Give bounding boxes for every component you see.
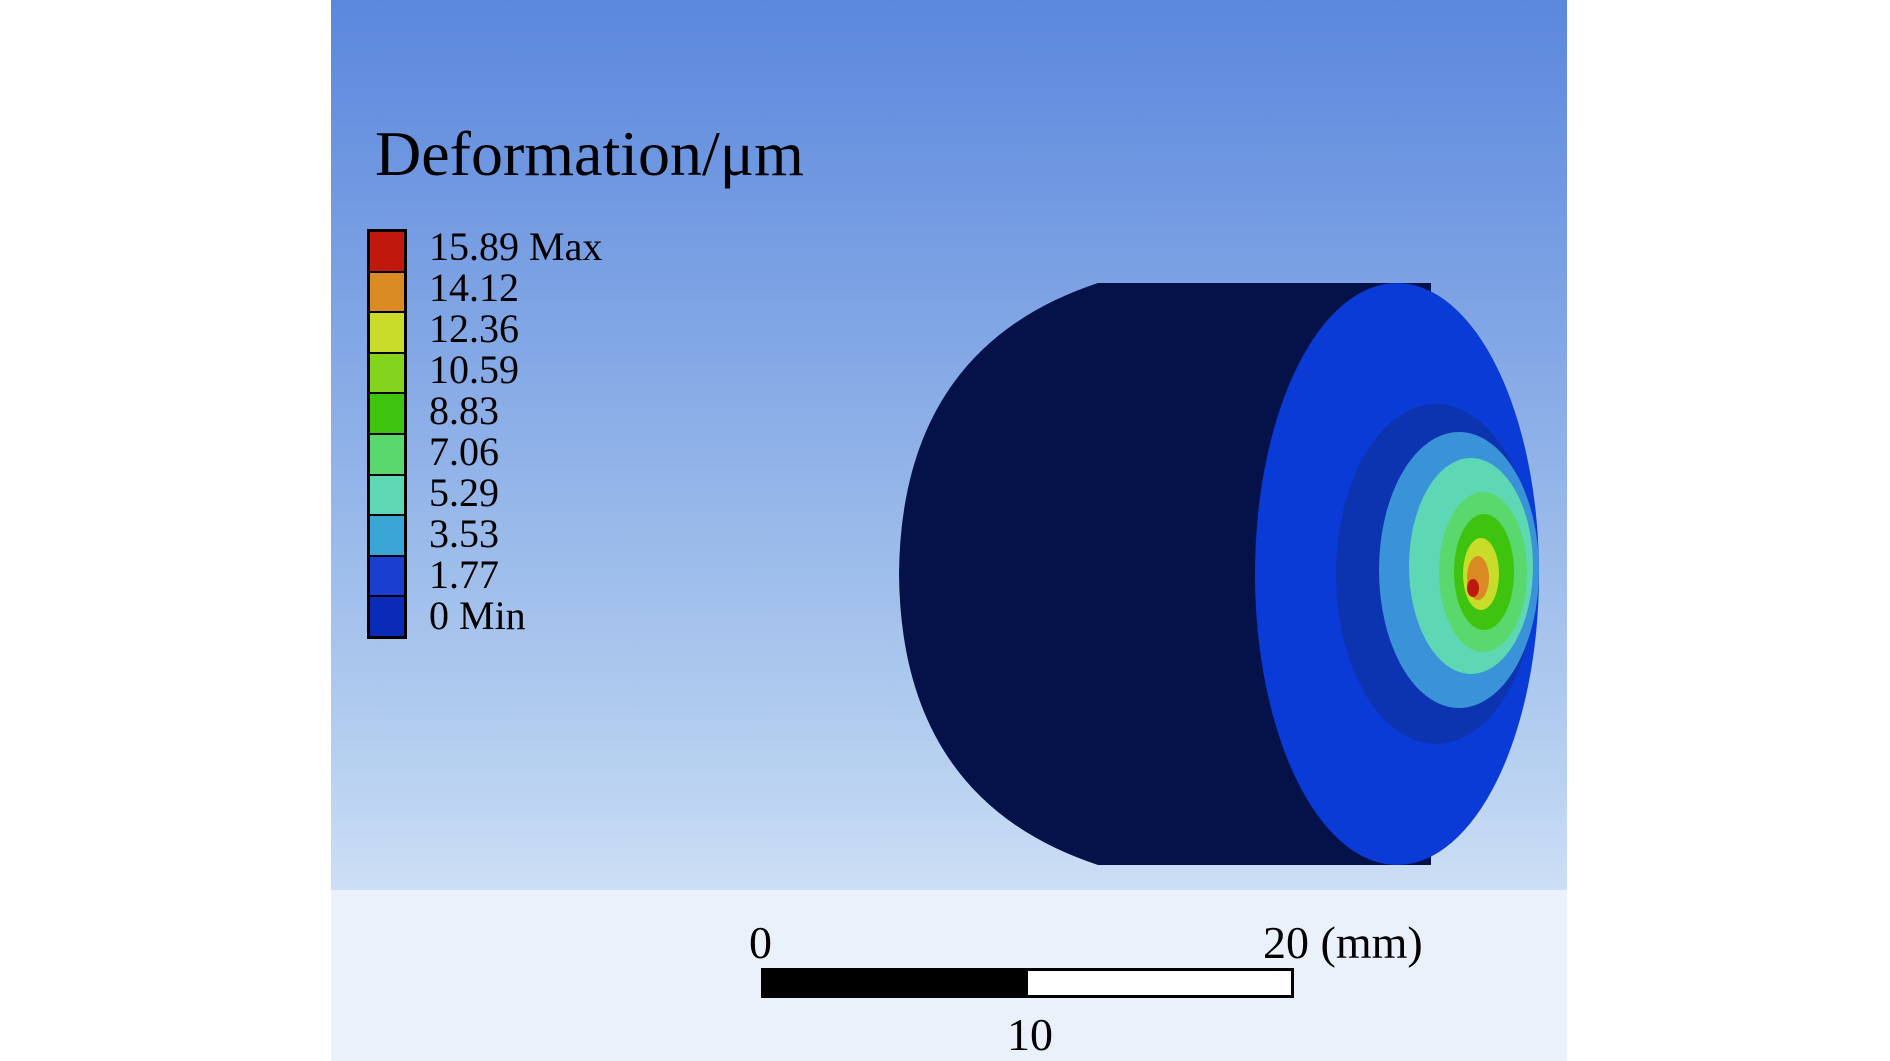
legend-swatch bbox=[370, 516, 404, 557]
legend-label: 8.83 bbox=[429, 388, 499, 433]
contour-band-max bbox=[1467, 579, 1479, 597]
legend-label: 1.77 bbox=[429, 552, 499, 597]
scale-bar-white-segment bbox=[1027, 971, 1291, 995]
legend-label: 10.59 bbox=[429, 347, 519, 392]
scale-bar-black-segment bbox=[764, 971, 1028, 995]
legend-label: 7.06 bbox=[429, 429, 499, 474]
legend-swatch bbox=[370, 272, 404, 314]
scale-bar-mid-label: 10 bbox=[1007, 1009, 1053, 1060]
legend-label: 14.12 bbox=[429, 265, 519, 310]
legend-label: 15.89 Max bbox=[429, 224, 603, 269]
legend-color-bar bbox=[367, 229, 407, 639]
deformation-model[interactable] bbox=[331, 0, 1567, 890]
legend-title: Deformation/μm bbox=[375, 118, 804, 189]
graphics-viewport[interactable]: Deformation/μm 15.89 Max 14.12 12.36 10.59 8… bbox=[331, 0, 1567, 1061]
legend-swatch bbox=[370, 556, 404, 598]
legend-swatch bbox=[370, 232, 404, 273]
scale-bar-end-label: 20 (mm) bbox=[1263, 917, 1423, 968]
legend-swatch bbox=[370, 353, 404, 395]
legend-swatch bbox=[370, 394, 404, 435]
legend-swatch bbox=[370, 313, 404, 354]
scale-bar bbox=[761, 968, 1294, 998]
legend-swatch bbox=[370, 597, 404, 636]
legend-label: 12.36 bbox=[429, 306, 519, 351]
legend-label: 0 Min bbox=[429, 593, 526, 638]
legend-swatch bbox=[370, 475, 404, 517]
legend-swatch bbox=[370, 434, 404, 476]
legend-label: 3.53 bbox=[429, 511, 499, 556]
legend-label: 5.29 bbox=[429, 470, 499, 515]
scale-bar-start-label: 0 bbox=[749, 917, 772, 968]
